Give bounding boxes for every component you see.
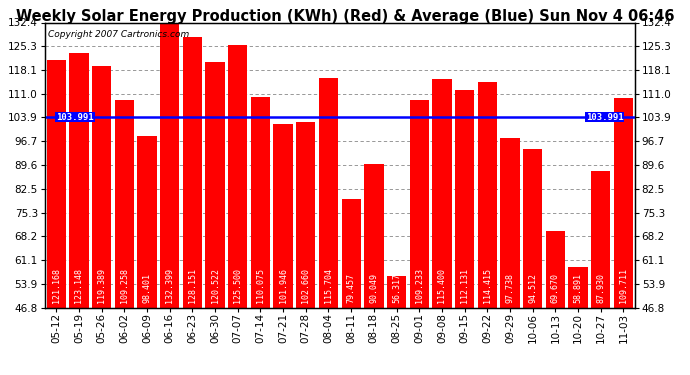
Bar bbox=[455, 90, 474, 308]
Bar bbox=[296, 122, 315, 308]
Bar bbox=[569, 267, 588, 308]
Text: 58.891: 58.891 bbox=[573, 273, 582, 303]
Text: 112.131: 112.131 bbox=[460, 267, 469, 303]
Text: 102.660: 102.660 bbox=[302, 267, 310, 303]
Text: 114.415: 114.415 bbox=[483, 267, 492, 303]
Bar bbox=[137, 136, 157, 308]
Text: 101.946: 101.946 bbox=[279, 267, 288, 303]
Text: 125.500: 125.500 bbox=[233, 267, 242, 303]
Bar bbox=[342, 199, 361, 308]
Bar bbox=[160, 22, 179, 308]
Text: 98.401: 98.401 bbox=[142, 273, 152, 303]
Bar bbox=[250, 97, 270, 308]
Bar bbox=[433, 79, 451, 308]
Bar bbox=[69, 53, 88, 307]
Text: 110.075: 110.075 bbox=[256, 267, 265, 303]
Bar bbox=[387, 276, 406, 308]
Text: 132.399: 132.399 bbox=[165, 267, 174, 303]
Bar bbox=[92, 66, 111, 308]
Text: 87.930: 87.930 bbox=[596, 273, 605, 303]
Text: 79.457: 79.457 bbox=[346, 273, 355, 303]
Text: 90.049: 90.049 bbox=[369, 273, 378, 303]
Text: 121.168: 121.168 bbox=[52, 267, 61, 303]
Bar bbox=[546, 231, 565, 308]
Text: 115.400: 115.400 bbox=[437, 267, 446, 303]
Bar bbox=[206, 62, 225, 308]
Bar bbox=[500, 138, 520, 308]
Bar bbox=[614, 98, 633, 308]
Bar bbox=[228, 45, 247, 308]
Bar bbox=[183, 37, 202, 308]
Bar bbox=[115, 99, 134, 308]
Bar bbox=[523, 148, 542, 308]
Text: 120.522: 120.522 bbox=[210, 267, 219, 303]
Text: 103.991: 103.991 bbox=[56, 112, 94, 122]
Bar bbox=[319, 78, 338, 308]
Bar bbox=[46, 60, 66, 308]
Text: 119.389: 119.389 bbox=[97, 267, 106, 303]
Bar bbox=[273, 124, 293, 308]
Text: 69.670: 69.670 bbox=[551, 273, 560, 303]
Text: Weekly Solar Energy Production (KWh) (Red) & Average (Blue) Sun Nov 4 06:46: Weekly Solar Energy Production (KWh) (Re… bbox=[16, 9, 674, 24]
Text: 109.711: 109.711 bbox=[619, 267, 628, 303]
Text: 97.738: 97.738 bbox=[506, 273, 515, 303]
Text: 128.151: 128.151 bbox=[188, 267, 197, 303]
Bar bbox=[410, 100, 429, 308]
Text: Copyright 2007 Cartronics.com: Copyright 2007 Cartronics.com bbox=[48, 30, 189, 39]
Text: 123.148: 123.148 bbox=[75, 267, 83, 303]
Text: 103.991: 103.991 bbox=[586, 112, 624, 122]
Bar bbox=[364, 164, 384, 308]
Text: 109.233: 109.233 bbox=[415, 267, 424, 303]
Text: 94.512: 94.512 bbox=[528, 273, 538, 303]
Bar bbox=[477, 82, 497, 308]
Text: 56.317: 56.317 bbox=[392, 273, 401, 303]
Text: 109.258: 109.258 bbox=[120, 267, 129, 303]
Bar bbox=[591, 171, 611, 308]
Text: 115.704: 115.704 bbox=[324, 267, 333, 303]
